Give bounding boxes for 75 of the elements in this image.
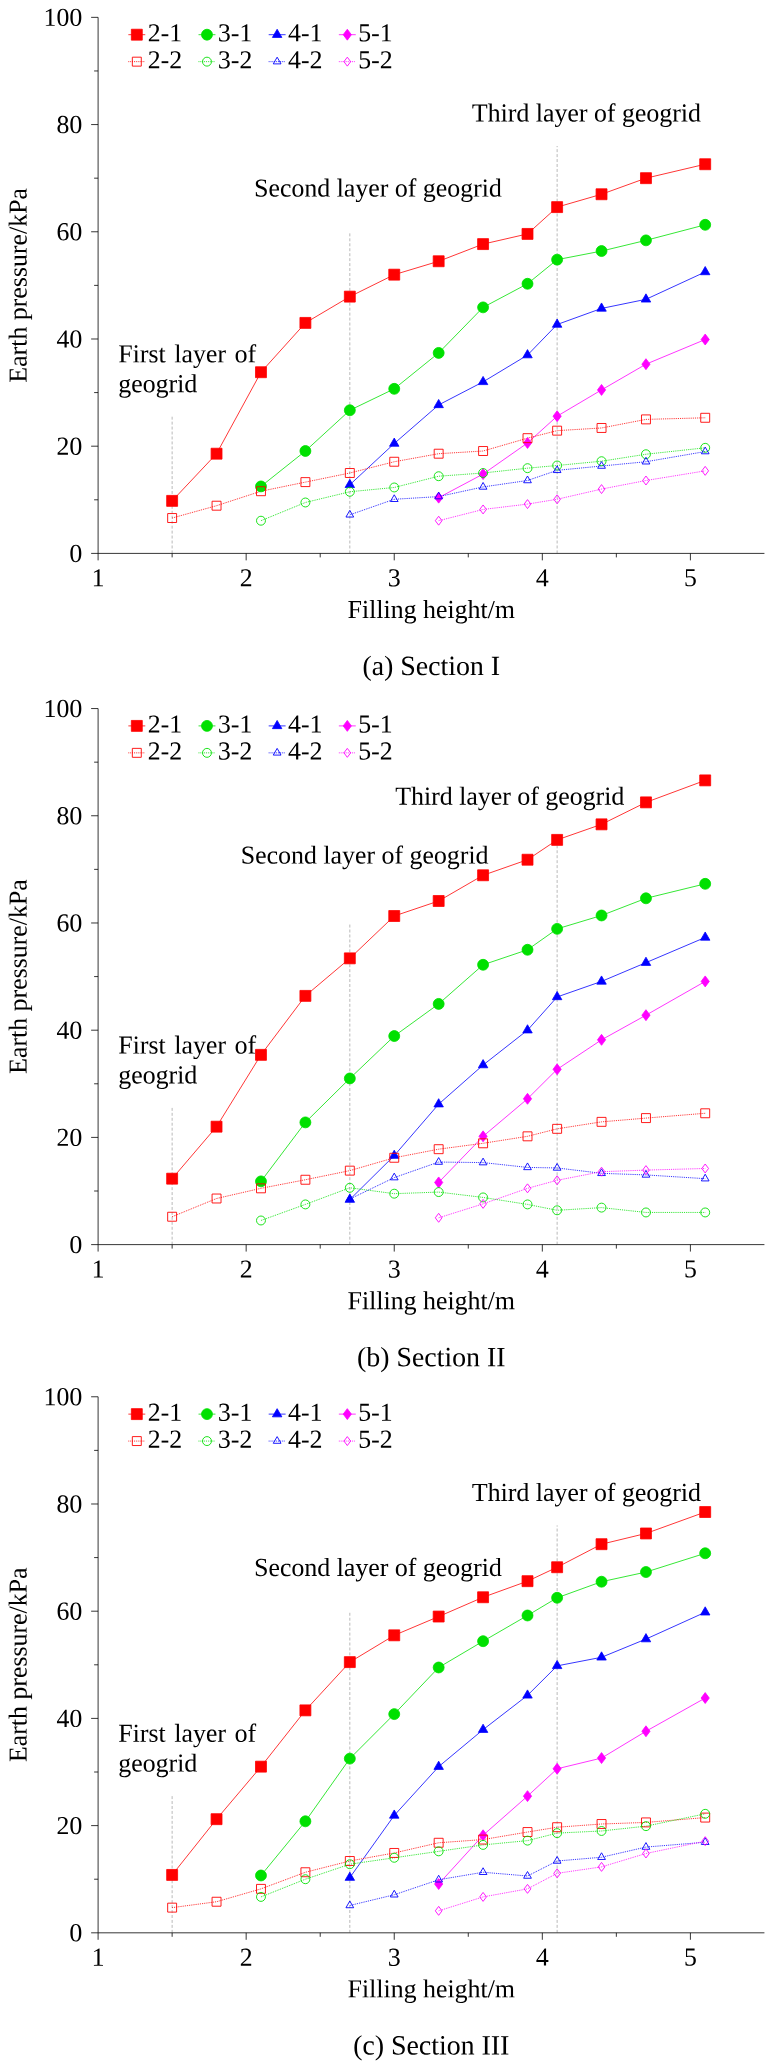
text: (a) Section I	[363, 655, 499, 681]
text: (b) Section II	[358, 1346, 505, 1373]
legend-label: 4-1	[288, 715, 321, 733]
x-tick-label: 3	[388, 1260, 400, 1278]
y-tick-label: 20	[57, 1816, 82, 1835]
legend-label: 3-2	[218, 742, 251, 760]
x-tick-label: 3	[388, 1948, 400, 1966]
ref-line-label: Second layer of geogrid	[255, 178, 502, 203]
ref-line-label: Third layer of geogrid	[472, 103, 701, 128]
y-axis-title: Earth pressure/kPa	[8, 879, 32, 1074]
y-tick-label: 40	[56, 1021, 82, 1039]
legend-label: 5-1	[359, 24, 391, 42]
y-tick-label: 0	[70, 544, 82, 563]
ref-line-label: Third layer of geogrid	[472, 1482, 701, 1507]
y-tick-label: 100	[45, 1388, 82, 1406]
x-tick-label: 4	[536, 569, 549, 587]
legend-label: 2-1	[148, 715, 181, 733]
y-tick-label: 40	[56, 1709, 82, 1728]
legend-label: 2-2	[148, 51, 181, 69]
legend-label: 4-1	[288, 24, 321, 42]
y-tick-label: 40	[56, 330, 82, 348]
y-axis-title: Earth pressure/kPa	[8, 1567, 32, 1762]
legend-label: 4-1	[288, 1403, 321, 1421]
legend-label: 2-2	[148, 742, 181, 760]
x-tick-label: 1	[93, 1260, 103, 1278]
y-tick-label: 60	[57, 1602, 82, 1620]
ref-line-label: Third layer of geogrid	[395, 786, 624, 811]
legend-label: 5-2	[359, 51, 392, 69]
legend-label: 2-1	[148, 24, 181, 42]
legend-label: 5-1	[359, 1403, 391, 1421]
y-tick-label: 60	[57, 223, 82, 241]
x-axis-title: Filling height/m	[348, 600, 515, 624]
x-tick-label: 3	[388, 569, 400, 587]
legend-label: 4-2	[288, 742, 321, 760]
y-tick-label: 20	[57, 437, 82, 455]
x-tick-label: 2	[240, 1948, 251, 1966]
ref-line-label: First layer of geogrid	[118, 1723, 256, 1778]
ref-line-label: First layer of geogrid	[118, 1035, 256, 1089]
legend-label: 2-2	[148, 1430, 181, 1448]
y-tick-label: 60	[57, 914, 82, 932]
y-tick-label: 20	[57, 1128, 82, 1147]
legend-label: 3-1	[218, 715, 251, 733]
legend-label: 5-2	[359, 1430, 392, 1448]
x-tick-label: 4	[536, 1260, 549, 1278]
y-tick-label: 80	[57, 115, 82, 134]
x-tick-label: 5	[685, 569, 696, 587]
ref-line-label: Second layer of geogrid	[242, 845, 488, 870]
text: (c) Section III	[354, 2035, 509, 2061]
y-tick-label: 0	[70, 1235, 82, 1254]
ref-line-label: Second layer of geogrid	[255, 1557, 502, 1582]
legend-label: 2-1	[148, 1403, 181, 1421]
ref-line-label: First layer of geogrid	[118, 344, 256, 398]
x-axis-title: Filling height/m	[348, 1979, 515, 2003]
x-tick-label: 4	[536, 1948, 549, 1966]
x-tick-label: 5	[685, 1260, 696, 1278]
legend-label: 3-2	[218, 51, 251, 69]
legend-label: 3-2	[218, 1430, 251, 1448]
x-tick-label: 1	[93, 569, 103, 587]
x-tick-label: 2	[240, 1260, 251, 1278]
x-tick-label: 1	[93, 1948, 103, 1966]
legend-label: 4-2	[288, 51, 321, 69]
x-tick-label: 5	[685, 1948, 696, 1966]
y-axis-title: Earth pressure/kPa	[8, 188, 32, 382]
x-axis-title: Filling height/m	[348, 1291, 515, 1315]
y-tick-label: 0	[70, 1924, 82, 1942]
legend-label: 3-1	[218, 1403, 251, 1421]
y-tick-label: 80	[57, 807, 82, 825]
legend-label: 3-1	[218, 24, 251, 42]
y-tick-label: 80	[57, 1495, 82, 1513]
legend-label: 5-2	[359, 742, 392, 760]
x-tick-label: 2	[240, 569, 251, 587]
legend-label: 4-2	[288, 1430, 321, 1448]
y-tick-label: 100	[45, 8, 82, 27]
y-tick-label: 100	[45, 699, 82, 718]
legend-label: 5-1	[359, 715, 391, 733]
